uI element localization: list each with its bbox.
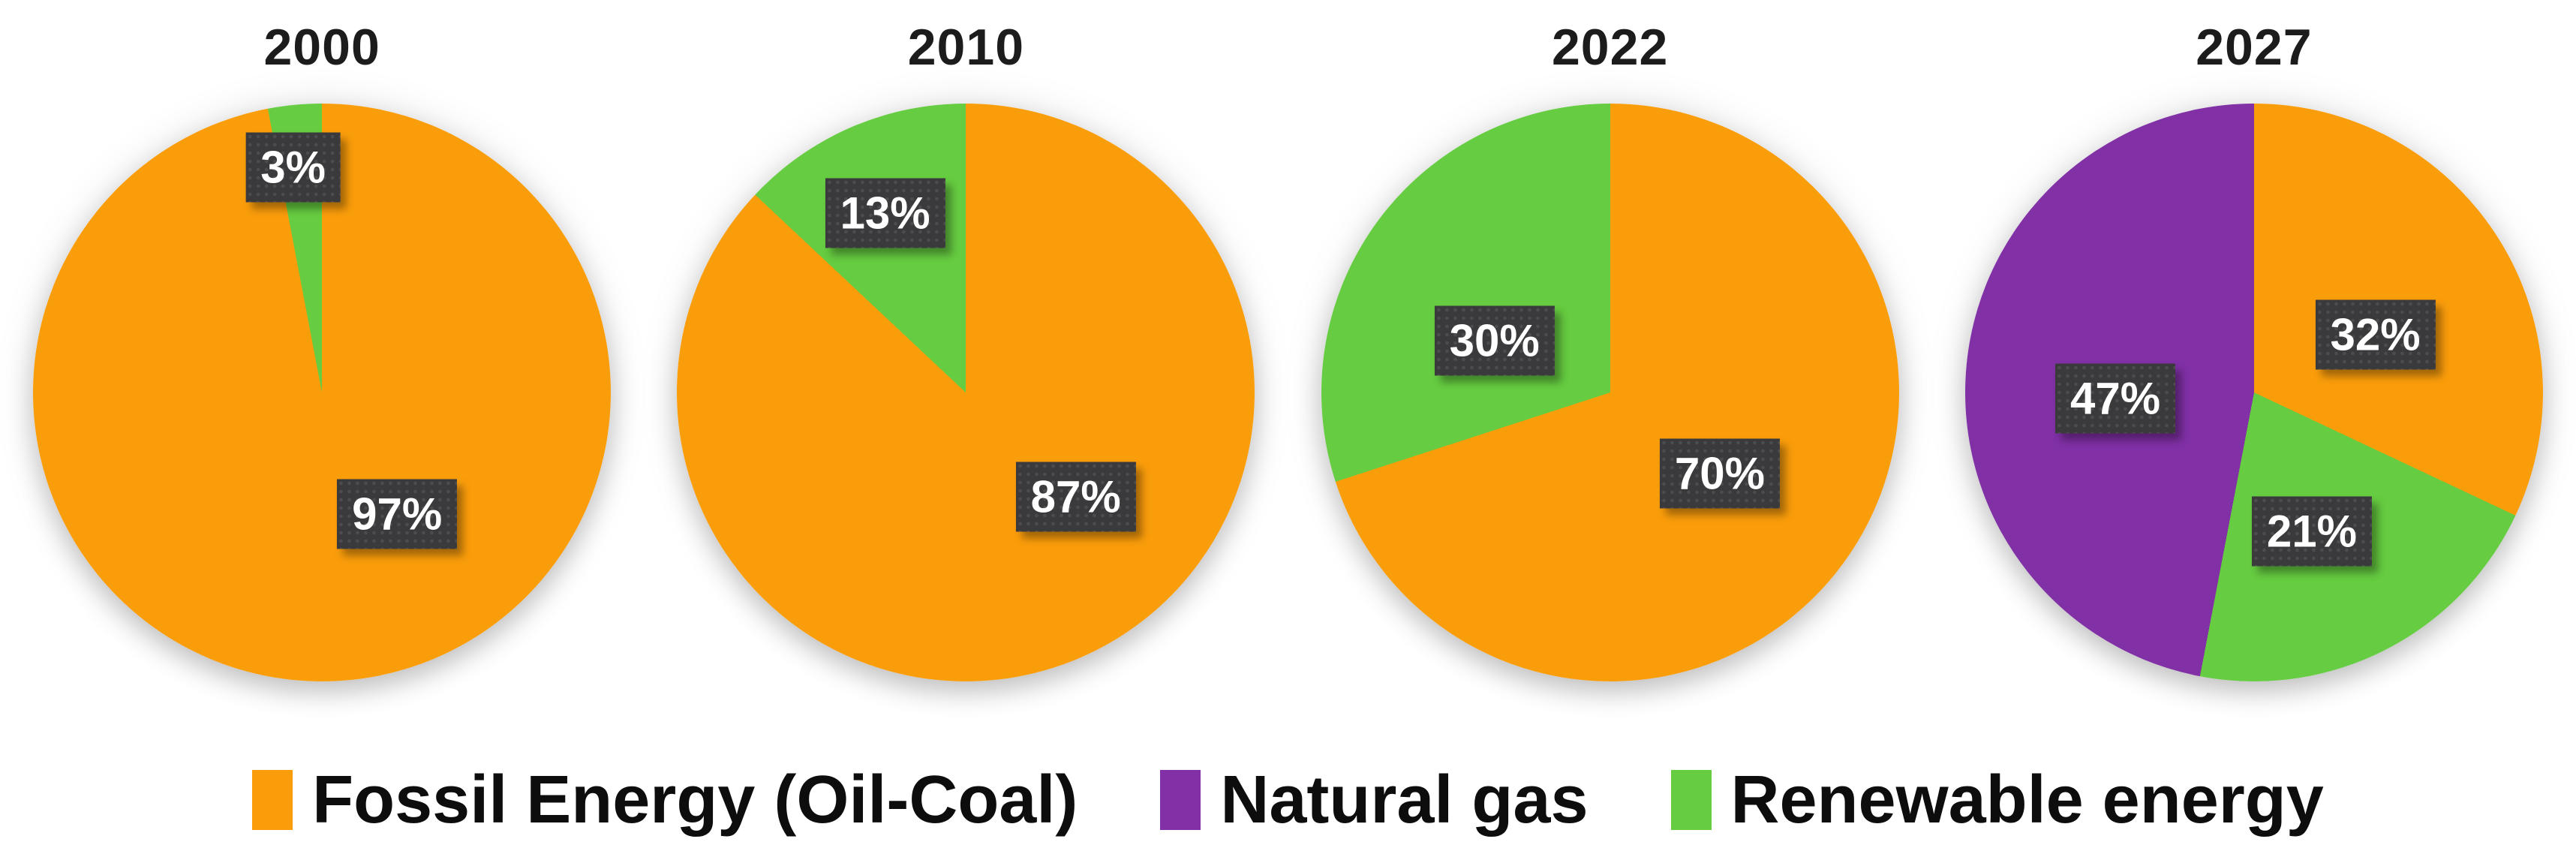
data-label-fossil-2022: 70% — [1659, 438, 1780, 509]
legend-label-natural-gas: Natural gas — [1220, 762, 1589, 837]
data-label-renewable-2010: 13% — [825, 178, 945, 248]
pie-wrap-2022: 30% 70% — [1321, 104, 1899, 681]
legend-item-natural-gas: Natural gas — [1160, 762, 1589, 837]
pie-2010 — [677, 104, 1255, 681]
natural-gas-swatch-icon — [1160, 770, 1201, 830]
legend-item-fossil: Fossil Energy (Oil-Coal) — [252, 766, 1078, 834]
data-label-renewable-2000: 3% — [245, 132, 341, 203]
data-label-renewable-2027: 21% — [2251, 496, 2372, 567]
data-label-fossil-2000: 97% — [337, 479, 458, 549]
data-label-renewable-2022: 30% — [1434, 305, 1555, 376]
pie-2022 — [1321, 104, 1899, 681]
chart-title-2010: 2010 — [907, 19, 1025, 76]
chart-title-2000: 2000 — [263, 19, 380, 76]
pie-2027 — [1964, 104, 2543, 681]
pie-wrap-2010: 13% 87% — [677, 104, 1255, 681]
legend: Fossil Energy (Oil-Coal) Natural gas Ren… — [0, 758, 2576, 842]
pie-wrap-2027: 47% 32% 21% — [1964, 104, 2543, 681]
renewable-energy-swatch-icon — [1670, 770, 1712, 830]
data-label-fossil-2010: 87% — [1015, 462, 1136, 532]
data-label-natural-gas-2027: 47% — [2055, 363, 2176, 434]
pie-chart-2022: 2022 30% 70% — [1288, 0, 1932, 681]
pie-chart-2010: 2010 13% 87% — [644, 0, 1288, 681]
pie-chart-2027: 2027 47% 32% 21% — [1932, 0, 2576, 681]
charts-row: 2000 3% 97% 2010 13% 87% 2022 30% 70% — [0, 0, 2576, 681]
chart-title-2022: 2022 — [1551, 19, 1669, 76]
chart-title-2027: 2027 — [2196, 19, 2313, 76]
legend-item-renewable: Renewable energy — [1670, 762, 2324, 837]
legend-label-fossil: Fossil Energy (Oil-Coal) — [312, 762, 1078, 837]
pie-chart-2000: 2000 3% 97% — [0, 0, 644, 681]
data-label-fossil-2027: 32% — [2315, 299, 2436, 370]
pie-wrap-2000: 3% 97% — [33, 104, 612, 681]
fossil-energy-swatch-icon — [252, 770, 293, 830]
legend-label-renewable: Renewable energy — [1730, 762, 2324, 837]
